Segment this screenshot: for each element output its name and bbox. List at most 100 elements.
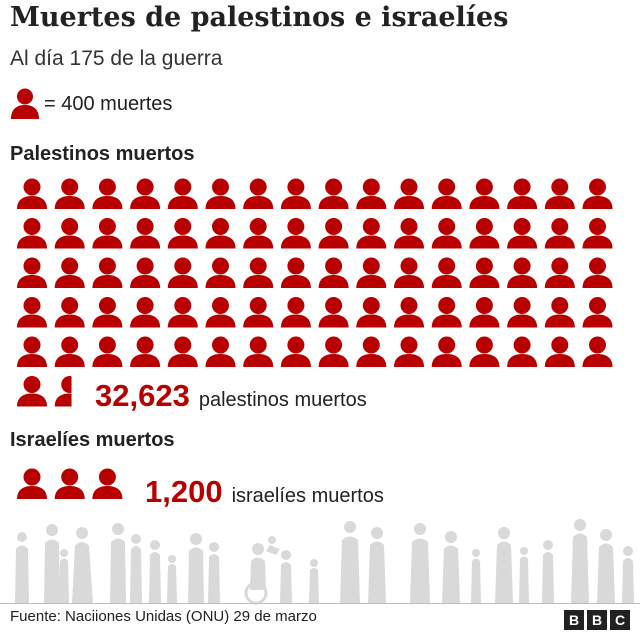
chart-subtitle: Al día 175 de la guerra <box>10 47 223 70</box>
palestinian-person-icon <box>243 218 274 249</box>
palestinian-person-icon <box>544 218 575 249</box>
palestinian-person-icon <box>431 336 462 367</box>
palestinian-person-icon <box>356 297 387 328</box>
palestinian-person-icon <box>318 257 349 288</box>
palestinian-person-icon <box>356 336 387 367</box>
palestinian-count-number: 32,623 <box>95 378 190 413</box>
palestinian-person-icon <box>280 336 311 367</box>
palestinian-person-icon <box>17 218 47 249</box>
bbc-logo-letter: B <box>564 610 584 630</box>
palestinian-person-icon <box>17 257 47 288</box>
palestinian-person-icon <box>394 218 424 249</box>
palestinian-person-icon <box>205 218 236 249</box>
palestinian-person-icon <box>431 218 462 249</box>
palestinian-person-icon <box>507 297 538 328</box>
palestinian-person-icon <box>582 336 613 367</box>
palestinian-person-icon <box>130 218 161 249</box>
palestinian-person-icon <box>167 297 198 328</box>
palestinian-person-icon <box>92 178 123 209</box>
palestinian-person-icon <box>280 178 311 209</box>
bbc-logo-letter: B <box>587 610 607 630</box>
palestinian-person-icon <box>507 178 538 209</box>
palestinian-person-icon <box>17 178 47 209</box>
palestinian-person-icon <box>431 297 462 328</box>
palestinian-person-icon <box>243 297 274 328</box>
israeli-pictogram <box>17 468 123 499</box>
palestinian-person-icon <box>205 336 236 367</box>
israeli-person-icon <box>54 468 85 499</box>
palestinian-person-icon <box>167 218 198 249</box>
palestinian-person-icon <box>544 297 575 328</box>
palestinian-person-icon <box>167 257 198 288</box>
palestinian-person-icon <box>54 376 72 407</box>
palestinian-person-icon <box>469 257 500 288</box>
palestinian-person-icon <box>394 257 424 288</box>
palestinian-person-icon <box>130 297 161 328</box>
palestinian-person-icon <box>582 257 613 288</box>
palestinian-person-icon <box>17 336 47 367</box>
palestinian-person-icon <box>130 257 161 288</box>
palestinian-person-icon <box>469 178 500 209</box>
israeli-section-label: Israelíes muertos <box>10 429 175 451</box>
palestinian-person-icon <box>318 297 349 328</box>
palestinian-person-icon <box>544 257 575 288</box>
legend-text: = 400 muertes <box>44 92 173 115</box>
palestinian-person-icon <box>243 178 274 209</box>
palestinian-person-icon <box>318 336 349 367</box>
palestinian-person-icon <box>280 297 311 328</box>
palestinian-person-icon <box>54 336 85 367</box>
israeli-count: 1,200 israelíes muertos <box>145 474 384 510</box>
palestinian-person-icon <box>54 257 85 288</box>
palestinian-person-icon <box>356 257 387 288</box>
palestinian-person-icon <box>507 257 538 288</box>
palestinian-person-icon <box>54 178 85 209</box>
palestinian-person-icon <box>356 178 387 209</box>
person-icon <box>11 88 39 119</box>
palestinian-person-icon <box>167 336 198 367</box>
palestinian-person-icon <box>205 178 236 209</box>
palestinian-person-icon <box>205 257 236 288</box>
palestinian-count-desc: palestinos muertos <box>198 389 367 411</box>
palestinian-person-icon <box>92 257 123 288</box>
palestinian-person-icon <box>507 336 538 367</box>
palestinian-person-icon <box>130 178 161 209</box>
palestinian-person-icon <box>318 178 349 209</box>
israeli-person-icon <box>92 468 123 499</box>
palestinian-person-icon <box>54 297 85 328</box>
palestinian-person-icon <box>582 297 613 328</box>
palestinian-person-icon <box>92 336 123 367</box>
palestinian-pictogram <box>17 178 613 407</box>
palestinian-count: 32,623 palestinos muertos <box>95 378 367 414</box>
israeli-count-desc: israelíes muertos <box>231 485 384 507</box>
palestinian-person-icon <box>92 218 123 249</box>
palestinian-person-icon <box>280 218 311 249</box>
divider <box>0 603 640 604</box>
palestinian-person-icon <box>17 297 47 328</box>
chart-title: Muertes de palestinos e israelíes <box>10 2 509 33</box>
palestinian-person-icon <box>469 336 500 367</box>
palestinian-person-icon <box>130 336 161 367</box>
palestinian-person-icon <box>507 218 538 249</box>
palestinian-person-icon <box>356 218 387 249</box>
palestinian-person-icon <box>394 178 424 209</box>
palestinian-person-icon <box>17 376 47 407</box>
palestinian-person-icon <box>394 336 424 367</box>
palestinian-section-label: Palestinos muertos <box>10 143 195 165</box>
people-silhouettes-illustration <box>15 519 634 605</box>
source-note: Fuente: Naciiones Unidas (ONU) 29 de mar… <box>10 608 317 625</box>
palestinian-person-icon <box>469 218 500 249</box>
palestinian-person-icon <box>582 178 613 209</box>
israeli-count-number: 1,200 <box>145 474 223 509</box>
palestinian-person-icon <box>92 297 123 328</box>
palestinian-person-icon <box>243 257 274 288</box>
legend: = 400 muertes <box>10 86 172 122</box>
palestinian-person-icon <box>544 178 575 209</box>
palestinian-person-icon <box>394 297 424 328</box>
palestinian-person-icon <box>243 336 274 367</box>
palestinian-person-icon <box>318 218 349 249</box>
bbc-logo-letter: C <box>610 610 630 630</box>
palestinian-person-icon <box>205 297 236 328</box>
palestinian-person-icon <box>431 178 462 209</box>
palestinian-person-icon <box>167 178 198 209</box>
israeli-person-icon <box>17 468 47 499</box>
